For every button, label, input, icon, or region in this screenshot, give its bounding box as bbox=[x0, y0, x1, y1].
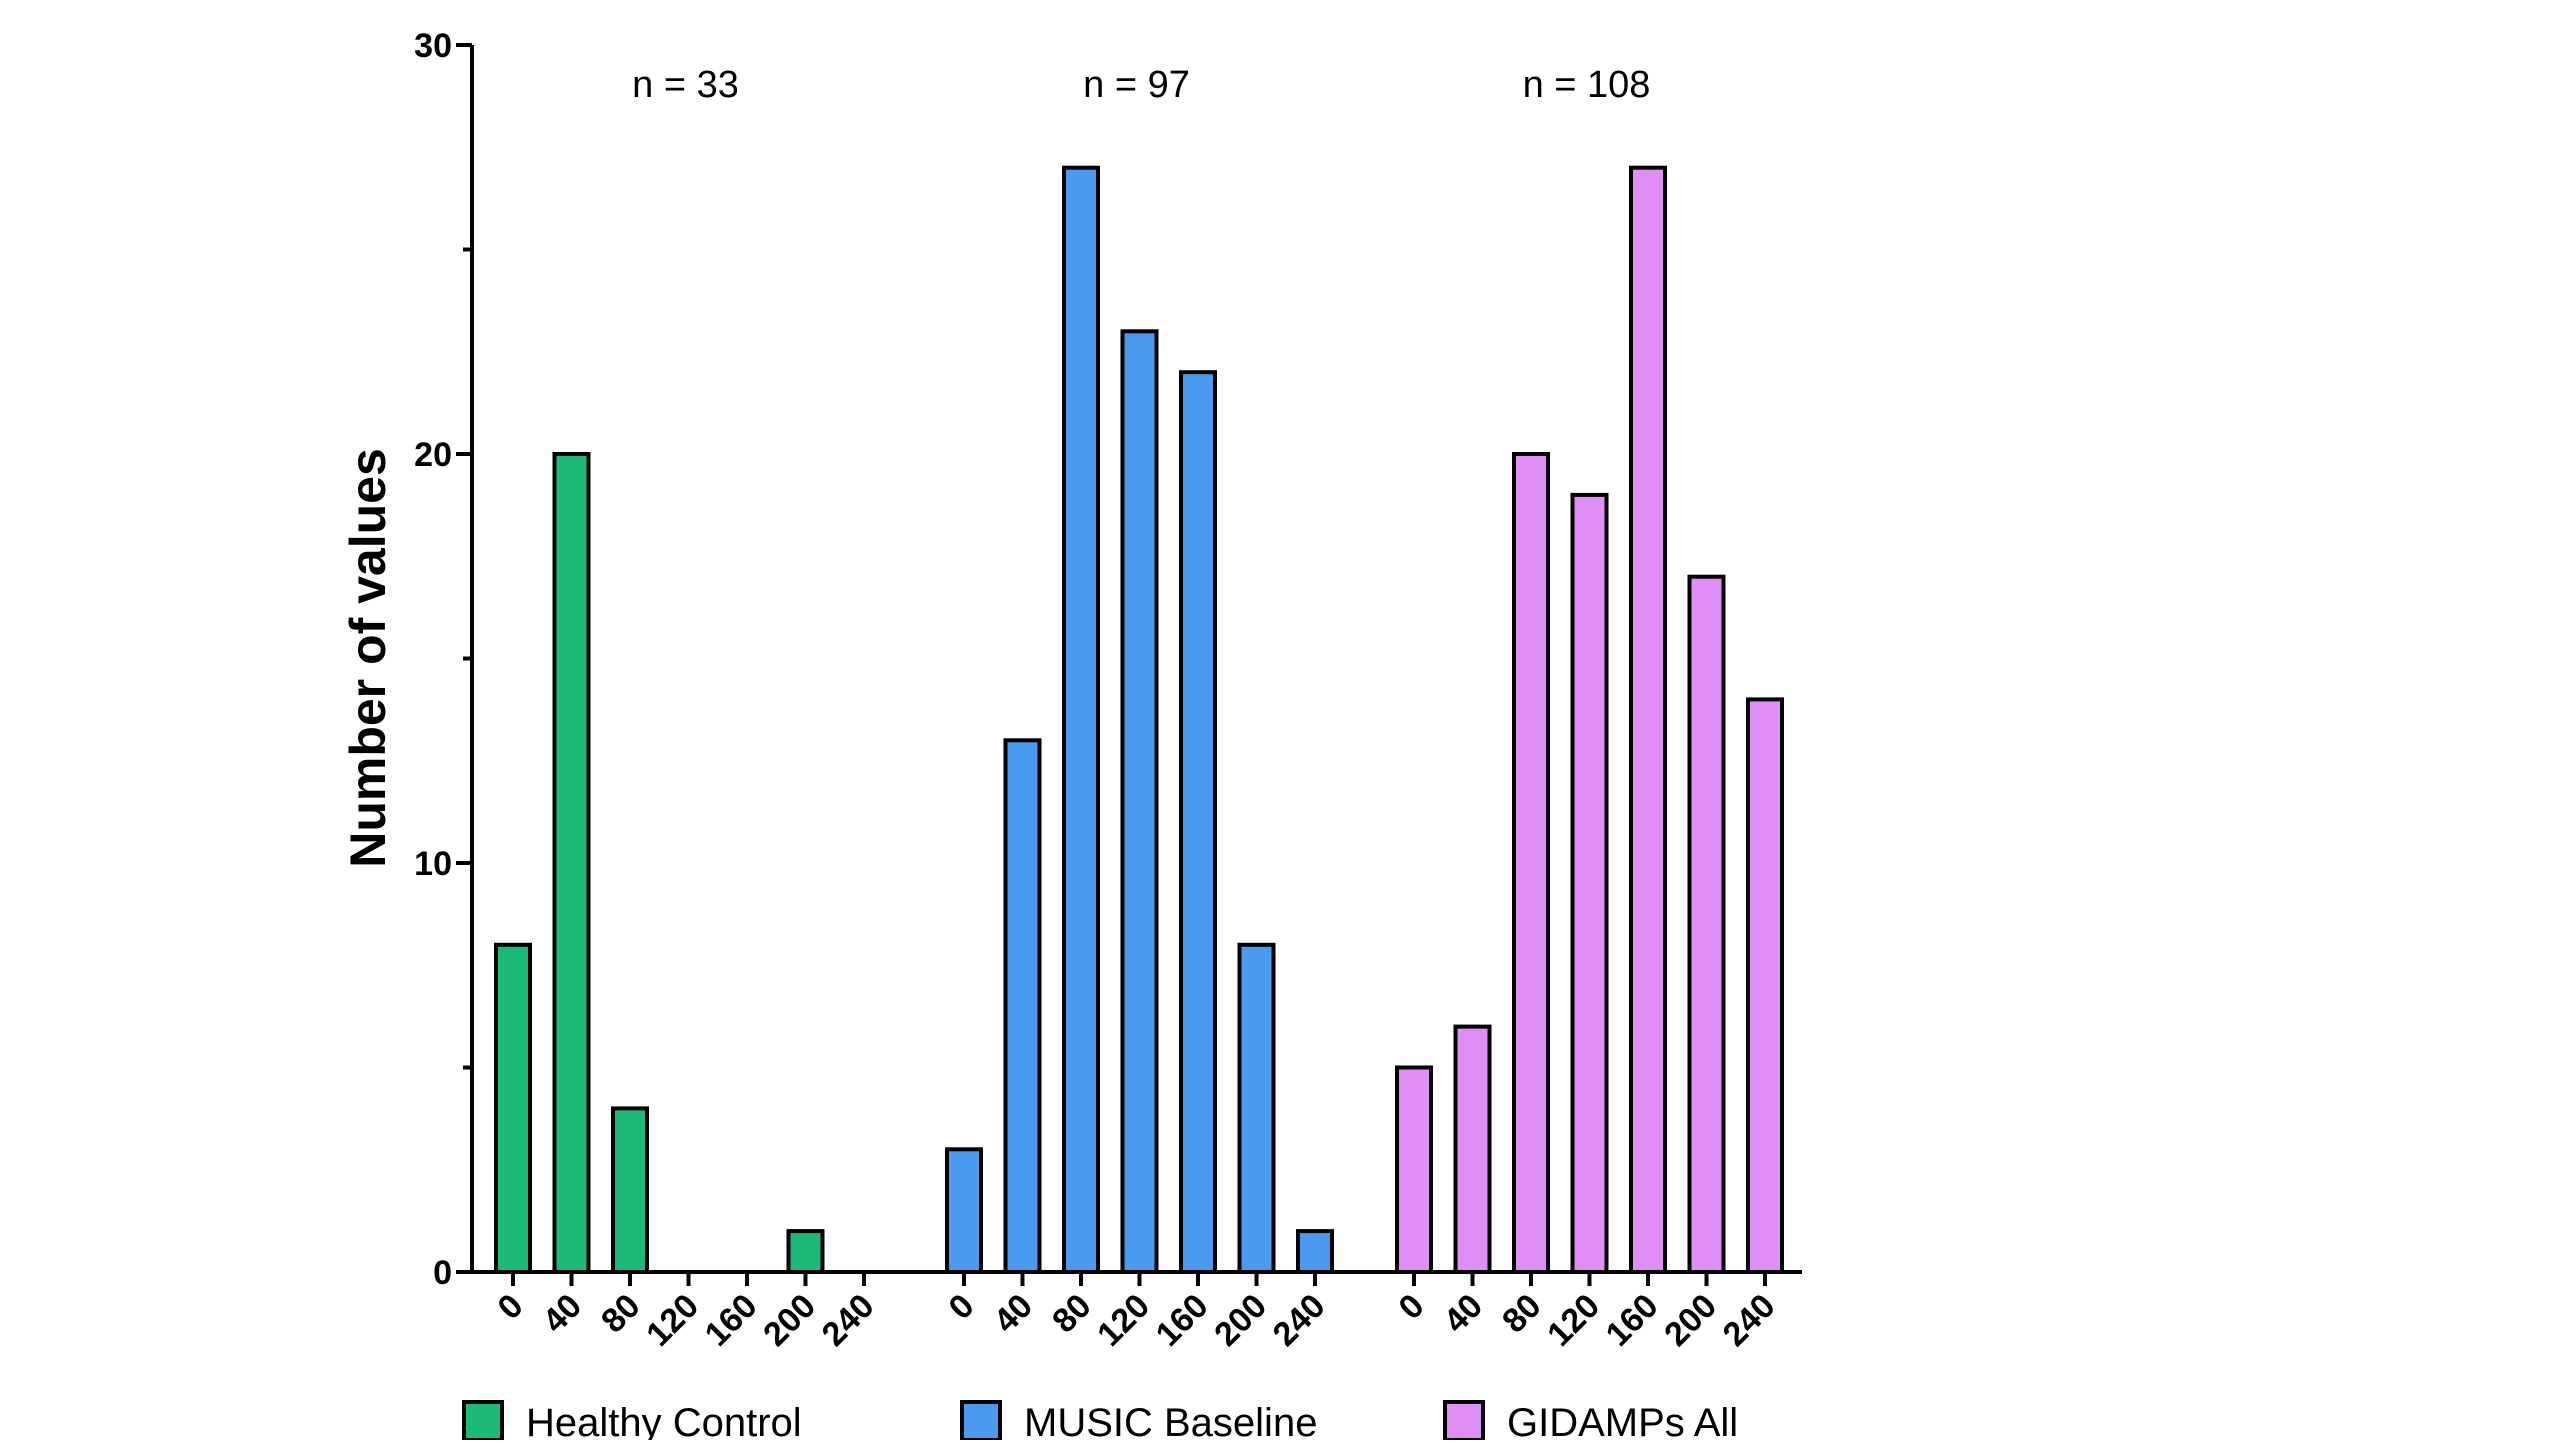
bar-group-0 bbox=[494, 452, 825, 1275]
bar bbox=[494, 942, 532, 1274]
x-tick-label: 0 bbox=[490, 1287, 530, 1327]
bar bbox=[1629, 165, 1667, 1275]
legend-label: Healthy Control bbox=[526, 1401, 802, 1440]
x-tick-label: 80 bbox=[594, 1287, 648, 1341]
bar bbox=[1296, 1229, 1334, 1274]
bars-layer bbox=[494, 165, 1784, 1275]
bar bbox=[1512, 452, 1550, 1274]
legend-item: GIDAMPs All bbox=[1443, 1400, 1738, 1445]
x-tick-label: 200 bbox=[1657, 1287, 1724, 1354]
x-tick-label: 200 bbox=[756, 1287, 823, 1354]
legend-item: MUSIC Baseline bbox=[960, 1400, 1317, 1445]
bar bbox=[1570, 492, 1609, 1274]
bar bbox=[611, 1106, 649, 1275]
y-tick-label: 30 bbox=[414, 27, 452, 65]
y-tick-label: 10 bbox=[414, 845, 452, 883]
x-tick-label: 160 bbox=[698, 1287, 765, 1354]
x-tick-label: 160 bbox=[1599, 1287, 1666, 1354]
bar bbox=[1395, 1065, 1433, 1274]
bar-group-1 bbox=[945, 165, 1334, 1275]
y-tick-label: 0 bbox=[433, 1254, 452, 1292]
bar bbox=[786, 1229, 825, 1274]
x-tick-label: 160 bbox=[1149, 1287, 1216, 1354]
x-tick-label: 240 bbox=[815, 1287, 882, 1354]
bar bbox=[1237, 942, 1276, 1274]
x-tick-label: 120 bbox=[639, 1287, 706, 1354]
legend-swatch bbox=[960, 1400, 1002, 1442]
x-tick-label: 40 bbox=[1437, 1287, 1491, 1341]
bar bbox=[1687, 574, 1726, 1274]
x-tick-label: 200 bbox=[1207, 1287, 1274, 1354]
bar bbox=[1003, 738, 1042, 1274]
x-tick-label: 240 bbox=[1716, 1287, 1783, 1354]
legend-swatch bbox=[462, 1400, 504, 1442]
group-n-label: n = 33 bbox=[632, 64, 739, 106]
legend-swatch bbox=[1443, 1400, 1485, 1442]
axes-layer: 0 10 20 30 Number of values bbox=[340, 27, 1802, 1292]
bar bbox=[1062, 165, 1100, 1275]
bar bbox=[1179, 370, 1217, 1274]
bar bbox=[1746, 697, 1784, 1274]
y-axis-title: Number of values bbox=[340, 448, 396, 868]
x-tick-label: 80 bbox=[1495, 1287, 1549, 1341]
x-tick-label: 0 bbox=[1391, 1287, 1431, 1327]
bar bbox=[1453, 1024, 1492, 1274]
group-n-label: n = 97 bbox=[1083, 64, 1190, 106]
legend-item: Healthy Control bbox=[462, 1400, 802, 1445]
bar bbox=[552, 452, 591, 1274]
legend-label: GIDAMPs All bbox=[1507, 1401, 1738, 1440]
x-tick-label: 240 bbox=[1266, 1287, 1333, 1354]
group-n-label: n = 108 bbox=[1523, 64, 1651, 106]
bar bbox=[945, 1147, 983, 1275]
x-tick-label: 80 bbox=[1045, 1287, 1099, 1341]
x-tick-label: 0 bbox=[941, 1287, 981, 1327]
bar-group-2 bbox=[1395, 165, 1784, 1275]
x-tick-label: 40 bbox=[536, 1287, 590, 1341]
x-tick-label: 40 bbox=[987, 1287, 1041, 1341]
legend-layer: Healthy Control MUSIC Baseline GIDAMPs All bbox=[462, 1400, 1738, 1445]
y-tick-label: 20 bbox=[414, 436, 452, 474]
bar bbox=[1120, 329, 1159, 1274]
x-tick-label: 120 bbox=[1090, 1287, 1157, 1354]
x-tick-label: 120 bbox=[1540, 1287, 1607, 1354]
legend-label: MUSIC Baseline bbox=[1024, 1401, 1317, 1440]
